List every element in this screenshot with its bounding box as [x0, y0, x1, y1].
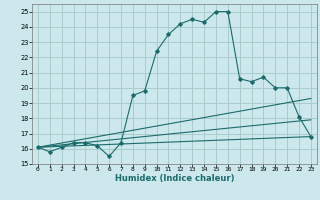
X-axis label: Humidex (Indice chaleur): Humidex (Indice chaleur): [115, 174, 234, 183]
